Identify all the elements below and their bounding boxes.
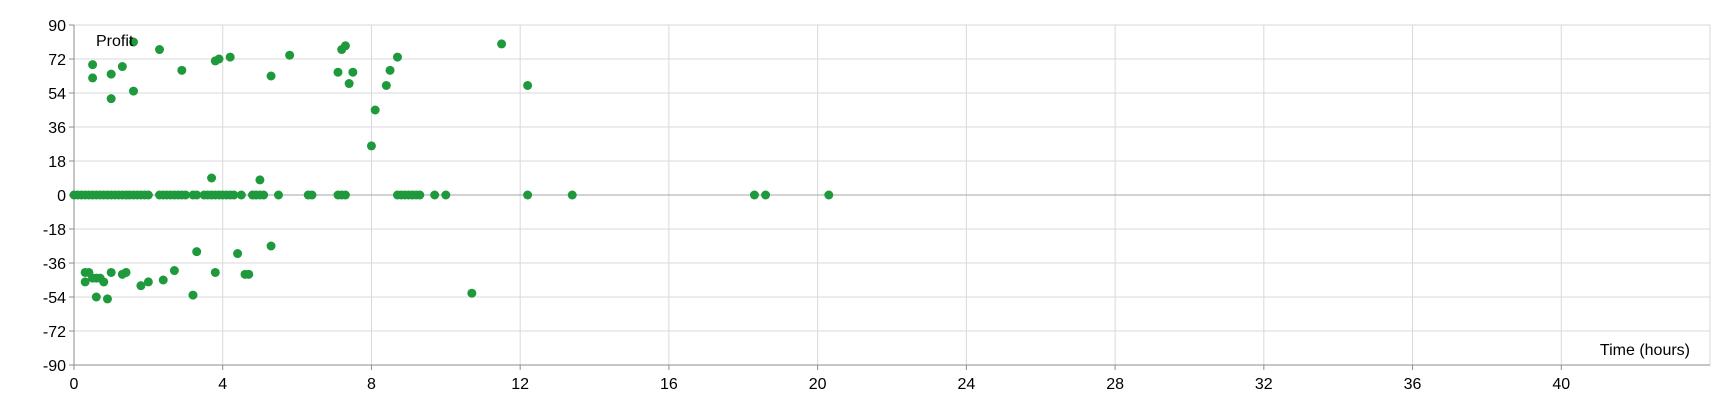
data-point [259, 190, 269, 200]
data-point [307, 190, 317, 200]
data-point [136, 281, 146, 291]
data-point [497, 39, 507, 49]
data-point [143, 190, 153, 200]
data-point [181, 190, 191, 200]
data-point [106, 69, 116, 79]
data-point [88, 73, 98, 83]
x-tick-label: 12 [511, 376, 529, 393]
data-point [567, 190, 577, 200]
y-tick-label: 54 [48, 86, 66, 103]
data-point [523, 80, 533, 90]
y-tick-label: -90 [43, 358, 66, 375]
y-tick-label: 72 [48, 52, 66, 69]
y-axis-title: Profit [96, 33, 134, 50]
data-point [207, 173, 217, 183]
data-point [824, 190, 834, 200]
data-point [430, 190, 440, 200]
data-point [348, 67, 358, 77]
data-point [143, 277, 153, 287]
data-point [761, 190, 771, 200]
data-point [266, 241, 276, 251]
data-point [255, 175, 265, 185]
data-point [128, 37, 138, 47]
data-point [392, 52, 402, 62]
y-tick-label: 18 [48, 154, 66, 171]
data-point [155, 45, 165, 55]
data-point [80, 277, 90, 287]
data-point [121, 267, 131, 277]
data-point [370, 105, 380, 115]
data-point [158, 275, 168, 285]
data-point [188, 290, 198, 300]
x-tick-label: 16 [660, 376, 678, 393]
data-point [210, 267, 220, 277]
data-point [285, 50, 295, 60]
data-point [99, 277, 109, 287]
tick-labels: 0 4 8 12 16 20 24 28 32 36 40 90 72 54 36 18 0 -18 -36 -54 -… [43, 18, 1570, 393]
data-point [229, 190, 239, 200]
data-point [102, 294, 112, 304]
data-point [128, 86, 138, 96]
data-point [333, 67, 343, 77]
x-tick-label: 36 [1404, 376, 1422, 393]
x-tick-label: 32 [1255, 376, 1273, 393]
grid-lines [74, 24, 1711, 365]
x-tick-label: 40 [1552, 376, 1570, 393]
data-point [88, 60, 98, 70]
data-point [214, 54, 224, 64]
x-tick-label: 4 [218, 376, 227, 393]
data-point [236, 190, 246, 200]
data-point [91, 292, 101, 302]
x-tick-label: 8 [367, 376, 376, 393]
data-point [381, 80, 391, 90]
data-point [225, 52, 235, 62]
data-point [192, 247, 202, 257]
y-tick-label: -54 [43, 290, 66, 307]
data-point [340, 41, 350, 51]
x-tick-label: 28 [1106, 376, 1124, 393]
data-point [366, 141, 376, 151]
y-tick-label: -72 [43, 324, 66, 341]
data-point [749, 190, 759, 200]
data-point [274, 190, 283, 200]
data-point [441, 190, 451, 200]
data-point [117, 62, 127, 72]
y-tick-label: 90 [48, 18, 66, 35]
data-point [385, 65, 395, 75]
data-point [233, 249, 243, 259]
data-point [344, 79, 354, 89]
x-axis-title: Time (hours) [1600, 342, 1690, 359]
data-point [467, 288, 477, 298]
data-point [266, 71, 276, 81]
data-point [169, 266, 179, 276]
y-tick-label: 36 [48, 120, 66, 137]
data-point [192, 190, 202, 200]
data-point [244, 269, 254, 279]
data-point [106, 267, 116, 277]
x-tick-label: 0 [70, 376, 79, 393]
y-tick-label: -36 [43, 256, 66, 273]
data-point [523, 190, 533, 200]
data-point [106, 94, 116, 104]
x-tick-label: 24 [957, 376, 975, 393]
y-tick-label: 0 [57, 188, 66, 205]
data-points [69, 37, 834, 304]
data-point [415, 190, 425, 200]
x-tick-label: 20 [809, 376, 827, 393]
data-point [340, 190, 350, 200]
data-point [177, 65, 187, 75]
y-tick-label: -18 [43, 222, 66, 239]
